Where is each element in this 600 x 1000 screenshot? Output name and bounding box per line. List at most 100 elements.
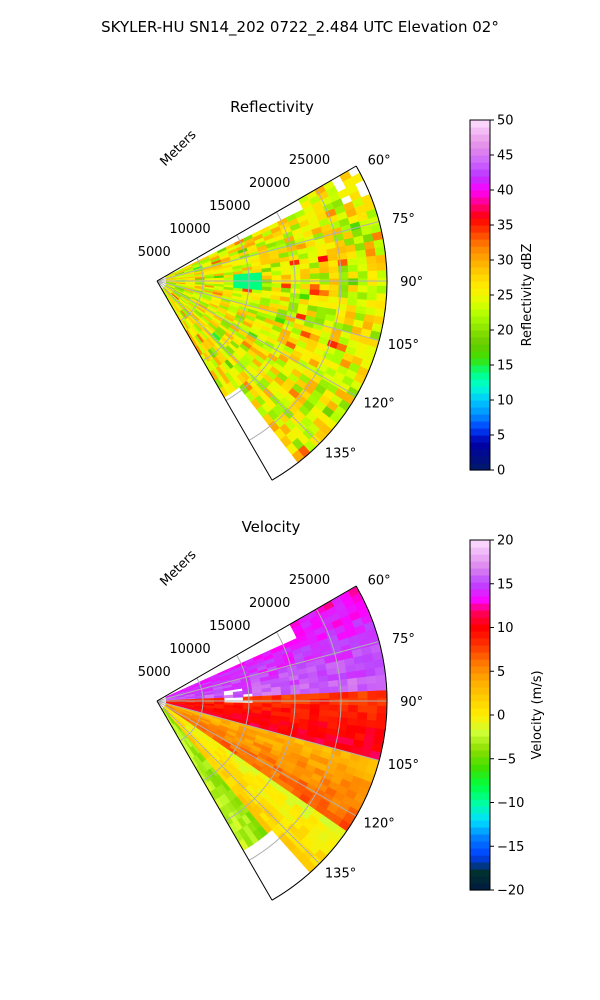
colorbar-segment bbox=[470, 827, 490, 835]
colorbar-segment bbox=[470, 848, 490, 856]
colorbar-segment bbox=[470, 610, 490, 618]
reflectivity-ticks: 5000 10000 15000 20000 25000 60° 75° 90° 105° 120… bbox=[138, 153, 423, 462]
azimuth-tick-label: 90° bbox=[400, 275, 423, 290]
colorbar-segment bbox=[470, 176, 490, 184]
colorbar-tick-label: 40 bbox=[497, 184, 514, 199]
azimuth-tick-label: 135° bbox=[325, 867, 356, 882]
colorbar-segment bbox=[470, 330, 490, 338]
colorbar-segment bbox=[470, 806, 490, 814]
colorbar-segment bbox=[470, 876, 490, 884]
range-tick-label: 10000 bbox=[169, 222, 210, 237]
colorbar-segment bbox=[470, 589, 490, 597]
colorbar-segment bbox=[470, 449, 490, 457]
sector-edge-end bbox=[156, 700, 273, 901]
colorbar-segment bbox=[470, 218, 490, 226]
colorbar-segment bbox=[470, 617, 490, 625]
velocity-colorbar: −20 −15 −10 −5 0 5 10 15 20 bbox=[469, 534, 524, 899]
colorbar-segment bbox=[470, 645, 490, 653]
azimuth-gridline bbox=[156, 640, 380, 702]
colorbar-segment bbox=[470, 757, 490, 765]
velocity-frame bbox=[156, 585, 388, 901]
colorbar-segment bbox=[470, 246, 490, 254]
colorbar-segment bbox=[470, 603, 490, 611]
colorbar-segment bbox=[470, 456, 490, 464]
azimuth-tick-label: 60° bbox=[368, 154, 391, 169]
colorbar-tick-label: 0 bbox=[497, 709, 505, 724]
colorbar-tick-label: 5 bbox=[497, 429, 505, 444]
colorbar-segment bbox=[470, 575, 490, 583]
colorbar-tick-label: 5 bbox=[497, 665, 505, 680]
colorbar-segment bbox=[470, 715, 490, 723]
colorbar-segment bbox=[470, 232, 490, 240]
colorbar-segment bbox=[470, 554, 490, 562]
colorbar-segment bbox=[470, 736, 490, 744]
colorbar-segment bbox=[470, 365, 490, 373]
azimuth-tick-label: 105° bbox=[388, 338, 419, 353]
colorbar-tick-label: 15 bbox=[497, 359, 514, 374]
colorbar-segment bbox=[470, 358, 490, 366]
colorbar-segment bbox=[470, 127, 490, 135]
range-tick-label: 15000 bbox=[209, 199, 250, 214]
reflectivity-colorbar: 0 5 10 15 20 25 30 35 40 45 50 bbox=[469, 114, 514, 479]
velocity-cells bbox=[161, 586, 387, 874]
colorbar-segment bbox=[470, 162, 490, 170]
colorbar-segment bbox=[470, 253, 490, 261]
reflectivity-title: Reflectivity bbox=[230, 98, 314, 116]
colorbar-segment bbox=[470, 386, 490, 394]
colorbar-segment bbox=[470, 323, 490, 331]
azimuth-gridline bbox=[156, 280, 320, 444]
colorbar-tick-label: 10 bbox=[497, 394, 514, 409]
colorbar-segment bbox=[470, 183, 490, 191]
colorbar-segment bbox=[470, 638, 490, 646]
velocity-title: Velocity bbox=[242, 518, 301, 536]
colorbar-segment bbox=[470, 295, 490, 303]
colorbar-segment bbox=[470, 393, 490, 401]
colorbar-segment bbox=[470, 764, 490, 772]
colorbar-segment bbox=[470, 820, 490, 828]
colorbar-segment bbox=[470, 883, 490, 891]
colorbar-segment bbox=[470, 442, 490, 450]
colorbar-segment bbox=[470, 225, 490, 233]
colorbar-segment bbox=[470, 141, 490, 149]
velocity-field bbox=[161, 586, 387, 874]
colorbar-tick-label: 20 bbox=[497, 324, 514, 339]
colorbar-segment bbox=[470, 463, 490, 471]
colorbar-segment bbox=[470, 540, 490, 548]
colorbar-tick-label: 0 bbox=[497, 464, 505, 479]
reflectivity-field bbox=[161, 170, 387, 464]
azimuth-tick-label: 120° bbox=[363, 396, 394, 411]
range-tick-label: 5000 bbox=[138, 665, 171, 680]
colorbar-segment bbox=[470, 547, 490, 555]
colorbar-segment bbox=[470, 155, 490, 163]
azimuth-tick-label: 120° bbox=[363, 816, 394, 831]
azimuth-tick-label: 135° bbox=[325, 447, 356, 462]
colorbar-segment bbox=[470, 687, 490, 695]
range-tick-label: 20000 bbox=[249, 176, 290, 191]
colorbar-segment bbox=[470, 309, 490, 317]
azimuth-gridline bbox=[156, 700, 357, 817]
colorbar-segment bbox=[470, 428, 490, 436]
colorbar-segment bbox=[470, 743, 490, 751]
range-tick-label: 25000 bbox=[289, 153, 330, 168]
velocity-colorbar-label: Velocity (m/s) bbox=[530, 670, 545, 759]
colorbar-segment bbox=[470, 722, 490, 730]
colorbar-segment bbox=[470, 239, 490, 247]
colorbar-tick-label: −15 bbox=[497, 840, 524, 855]
colorbar-segment bbox=[470, 869, 490, 877]
colorbar-segment bbox=[470, 862, 490, 870]
sector-edge-start bbox=[156, 165, 357, 282]
azimuth-gridline bbox=[156, 280, 380, 342]
colorbar-segment bbox=[470, 379, 490, 387]
colorbar-segment bbox=[470, 841, 490, 849]
range-tick-label: 25000 bbox=[289, 573, 330, 588]
sector-edge-end bbox=[156, 280, 273, 481]
colorbar-segment bbox=[470, 120, 490, 128]
colorbar-segment bbox=[470, 414, 490, 422]
colorbar-segment bbox=[470, 197, 490, 205]
colorbar-segment bbox=[470, 596, 490, 604]
colorbar-tick-label: 15 bbox=[497, 577, 514, 592]
colorbar-segment bbox=[470, 799, 490, 807]
colorbar-tick-label: 35 bbox=[497, 219, 514, 234]
colorbar-segment bbox=[470, 673, 490, 681]
colorbar-segment bbox=[470, 421, 490, 429]
